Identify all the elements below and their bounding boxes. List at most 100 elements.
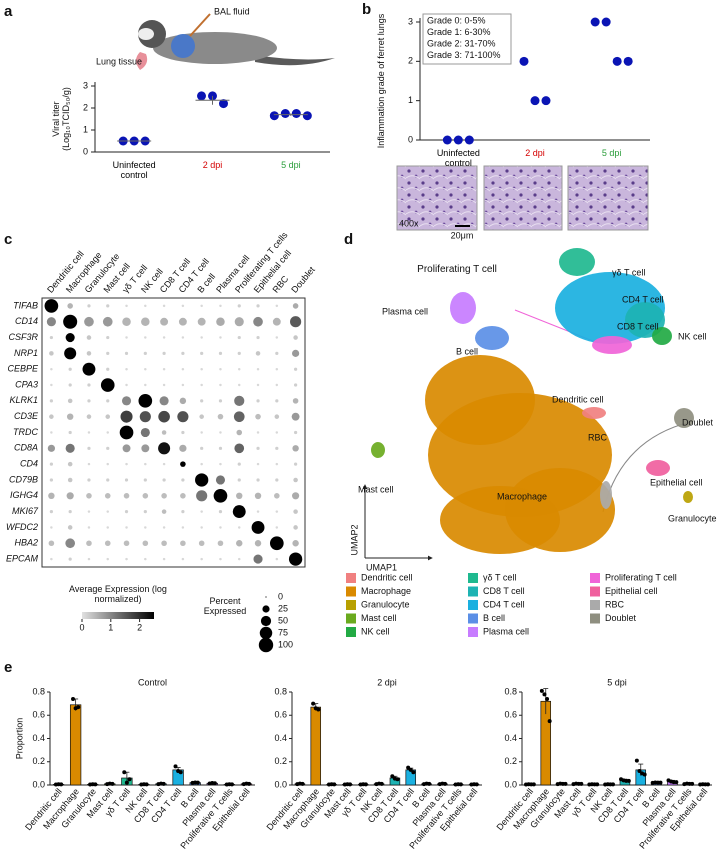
point — [127, 777, 132, 782]
legend-label: Epithelial cell — [605, 586, 658, 596]
dot — [236, 492, 243, 500]
size-tick-label: 0 — [278, 591, 283, 601]
point — [379, 781, 384, 786]
y-tick-label: 0.0 — [274, 779, 287, 789]
dot — [275, 462, 279, 466]
dot — [254, 492, 262, 500]
dot — [106, 510, 109, 513]
panel-label: e — [4, 659, 12, 676]
dot — [144, 526, 147, 529]
dot — [161, 509, 167, 514]
subplot-title: 5 dpi — [607, 677, 627, 687]
row-label: CD8A — [14, 443, 38, 453]
point — [464, 135, 474, 145]
dot — [256, 304, 260, 308]
row-label: EPCAM — [6, 553, 39, 563]
dot — [105, 414, 111, 419]
legend-swatch — [346, 600, 356, 610]
point — [579, 781, 584, 786]
dot — [275, 304, 279, 308]
dot — [161, 493, 167, 499]
dot — [255, 351, 261, 356]
y-tick-label: 1 — [83, 124, 88, 134]
dot — [219, 336, 222, 339]
dot — [100, 378, 115, 392]
legend-label: RBC — [605, 599, 625, 609]
dot — [256, 399, 260, 403]
dot — [256, 446, 260, 450]
dot — [144, 336, 147, 339]
dot — [254, 540, 262, 547]
legend-text: Grade 2: 31-70% — [427, 38, 496, 48]
dot — [106, 557, 109, 561]
dot — [143, 478, 147, 482]
dot — [234, 395, 245, 406]
color-bar — [82, 612, 154, 619]
dot — [104, 493, 111, 499]
y-axis-label: UMAP2 — [349, 524, 359, 555]
point — [474, 782, 479, 787]
y-tick-label: 2 — [83, 102, 88, 112]
dot — [122, 444, 131, 453]
dot — [219, 431, 222, 434]
dot — [218, 510, 223, 514]
size-key — [259, 626, 273, 640]
legend-swatch — [468, 627, 478, 637]
dot — [199, 414, 204, 419]
dot — [122, 317, 131, 326]
dot — [200, 304, 203, 308]
dot — [86, 351, 92, 356]
y-tick-label: 1 — [408, 95, 413, 105]
dot — [253, 554, 263, 564]
dot — [293, 462, 298, 466]
dot — [104, 540, 111, 547]
dot — [180, 461, 186, 467]
dot — [121, 396, 132, 406]
point — [316, 707, 321, 712]
cluster — [592, 336, 632, 354]
dot — [48, 540, 55, 547]
dot — [63, 314, 78, 329]
dot — [87, 431, 91, 434]
dot — [293, 430, 298, 435]
point — [563, 781, 568, 786]
dot — [87, 383, 91, 387]
point — [626, 778, 631, 783]
x-tick-label: 5 dpi — [601, 148, 622, 158]
legend-label: Dendritic cell — [361, 572, 413, 582]
dot — [292, 492, 300, 500]
dot — [232, 505, 246, 519]
color-tick-label: 2 — [137, 622, 142, 632]
dot — [219, 462, 222, 466]
dot — [291, 412, 300, 421]
x-axis-label: UMAP1 — [366, 562, 397, 572]
legend-text: Grade 1: 6-30% — [427, 27, 491, 37]
point — [542, 692, 547, 697]
cluster-label: Macrophage — [497, 491, 547, 501]
size-tick-label: 100 — [278, 639, 293, 649]
cluster-label: Dendritic cell — [552, 394, 604, 404]
dot — [86, 493, 92, 499]
size-legend-title: Percent Expressed — [203, 596, 247, 616]
dot — [49, 462, 54, 466]
y-tick-label: 0.4 — [274, 733, 287, 743]
dot — [46, 317, 56, 327]
dot — [123, 493, 130, 499]
dot — [215, 475, 226, 485]
dot — [293, 525, 298, 530]
row-label: WFDC2 — [6, 522, 38, 532]
dot — [123, 540, 130, 547]
y-axis-label: Proportion — [14, 718, 24, 760]
dot — [233, 411, 245, 423]
row-label: CD14 — [15, 316, 38, 326]
dot — [200, 431, 203, 434]
dot — [256, 367, 260, 371]
point — [408, 767, 413, 772]
dot — [144, 383, 147, 387]
dot — [238, 526, 241, 529]
legend-label: Granulocyte — [361, 599, 410, 609]
point — [219, 99, 228, 109]
x-tick-label: 2 dpi — [202, 160, 223, 170]
dot — [162, 351, 166, 355]
dot — [181, 430, 185, 435]
